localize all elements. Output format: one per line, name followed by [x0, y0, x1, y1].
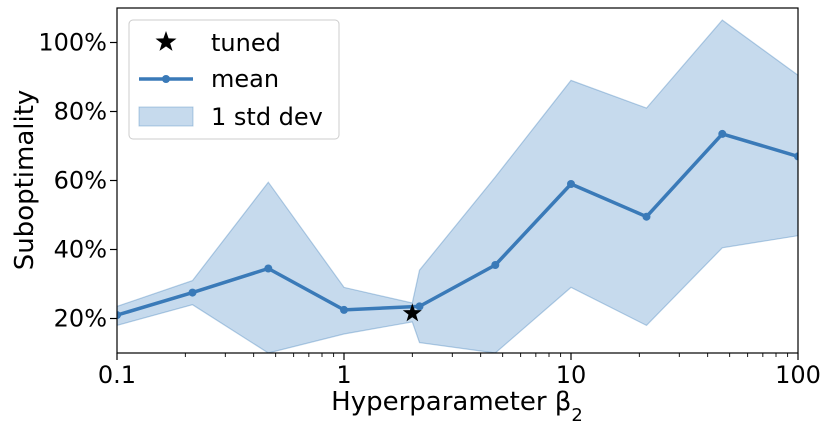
- x-axis-label-subscript: 2: [571, 405, 582, 423]
- x-axis-label: Hyperparameter β2: [331, 387, 583, 423]
- mean-point: [264, 264, 273, 273]
- x-tick-label: 1: [336, 361, 351, 389]
- y-tick-label: 80%: [54, 98, 107, 126]
- mean-point: [642, 212, 651, 221]
- legend-mean-dot-icon: [162, 75, 170, 83]
- legend-label-mean: mean: [211, 65, 279, 93]
- mean-line: [117, 132, 798, 317]
- x-tick-label: 100: [775, 361, 821, 389]
- legend-label-std: 1 std dev: [211, 103, 323, 131]
- legend-std-patch-icon: [138, 106, 194, 127]
- y-axis-label: Suboptimality: [10, 90, 40, 271]
- legend: tuned mean 1 std dev: [128, 19, 340, 140]
- tuned-star-marker: [402, 303, 422, 322]
- mean-point: [567, 180, 575, 188]
- y-tick-label: 100%: [38, 29, 107, 57]
- legend-label-tuned: tuned: [211, 29, 281, 57]
- mean-point: [188, 288, 197, 297]
- x-axis-label-main: Hyperparameter β: [331, 387, 571, 417]
- mean-point: [794, 152, 798, 161]
- mean-point: [415, 302, 424, 311]
- std-dev-band: [117, 19, 798, 353]
- x-tick-label: 0.1: [98, 361, 136, 389]
- legend-star-icon: [155, 31, 177, 51]
- y-tick-label: 60%: [54, 167, 107, 195]
- mean-point: [117, 311, 121, 320]
- mean-point: [340, 305, 348, 314]
- mean-point: [491, 261, 500, 269]
- mean-point: [718, 129, 727, 138]
- x-tick-label: 10: [556, 361, 587, 389]
- y-tick-label: 40%: [54, 236, 107, 264]
- y-tick-label: 20%: [54, 305, 107, 333]
